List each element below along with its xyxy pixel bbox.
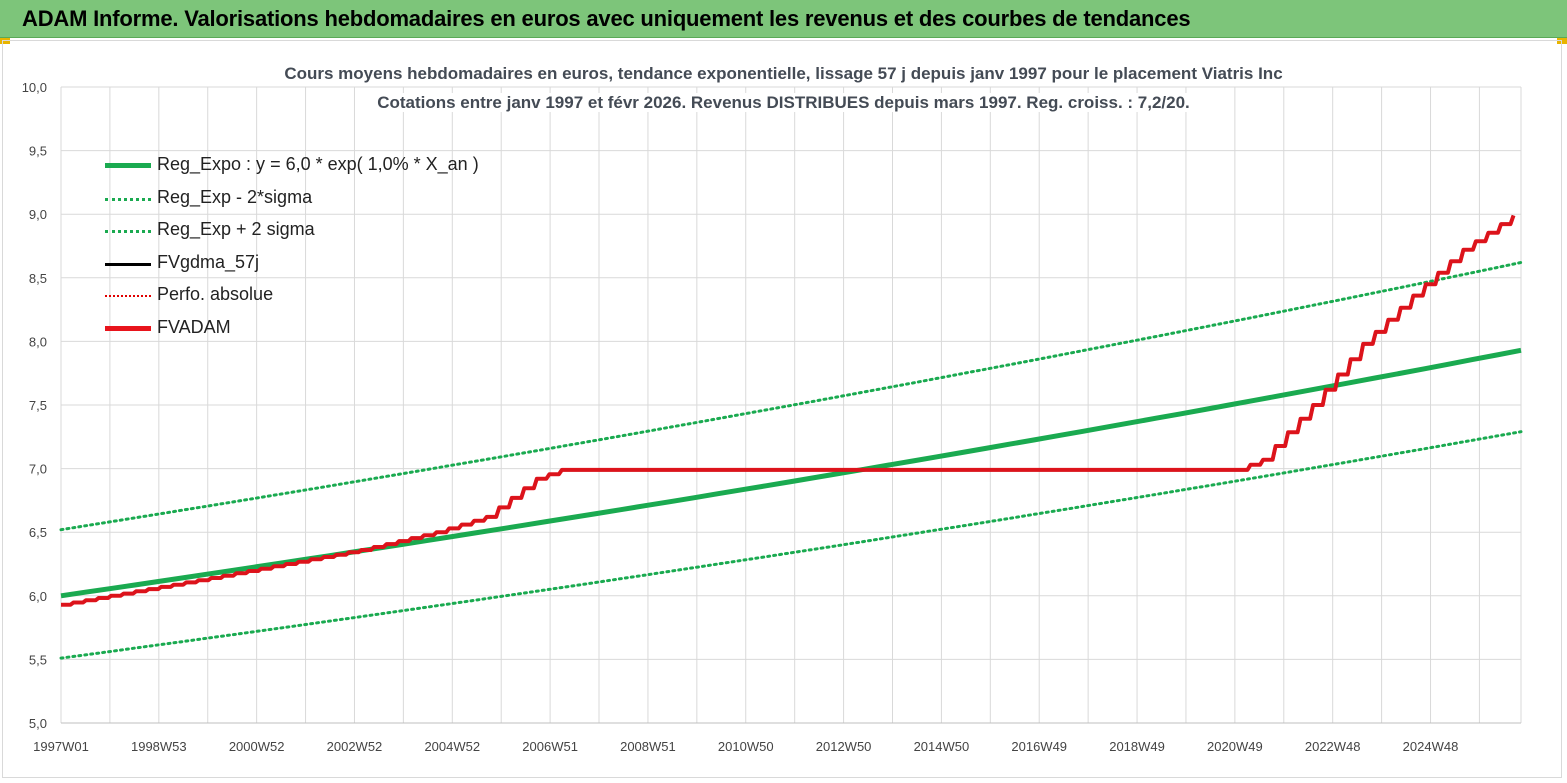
chart-subtitle: Cotations entre janv 1997 et févr 2026. … [0, 93, 1567, 113]
legend-swatch-fvadam [105, 325, 151, 331]
legend-label: Reg_Exp + 2 sigma [157, 219, 315, 239]
corner-mark-right [1557, 38, 1567, 44]
reg-minus-2sigma-line [59, 430, 1523, 660]
x-tick-label: 2020W49 [1207, 739, 1263, 754]
fvadam-line [61, 214, 1516, 607]
legend-label: Perfo. absolue [157, 284, 274, 304]
legend-swatch-reg-plus [105, 230, 151, 233]
x-tick-label: 2022W48 [1305, 739, 1361, 754]
reg-plus-2sigma-line [59, 261, 1523, 532]
y-tick-label: 9,0 [29, 207, 47, 222]
y-tick-label: 5,5 [29, 652, 47, 667]
x-tick-label: 2004W52 [424, 739, 480, 754]
corner-mark-left [0, 38, 10, 44]
x-tick-label: 2010W50 [718, 739, 774, 754]
y-tick-label: 6,0 [29, 589, 47, 604]
chart-title: Cours moyens hebdomadaires en euros, ten… [0, 64, 1567, 84]
series-lines [59, 214, 1523, 660]
y-tick-label: 10,0 [22, 80, 47, 95]
reg-expo-line [60, 347, 1522, 599]
x-tick-label: 2000W52 [229, 739, 285, 754]
y-tick-label: 5,0 [29, 716, 47, 731]
y-tick-label: 7,5 [29, 398, 47, 413]
x-tick-label: 2006W51 [522, 739, 578, 754]
x-tick-label: 2018W49 [1109, 739, 1165, 754]
x-tick-label: 2008W51 [620, 739, 676, 754]
legend-swatch-reg-expo [105, 163, 151, 168]
x-tick-label: 2024W48 [1403, 739, 1459, 754]
legend-label: FVgdma_57j [157, 251, 260, 272]
y-tick-label: 7,0 [29, 462, 47, 477]
legend-swatch-perfo [105, 295, 151, 297]
y-axis-ticks: 5,0 5,5 6,0 6,5 7,0 7,5 8,0 8,5 9,0 9,5 10,0 [22, 80, 47, 731]
x-tick-label: 2014W50 [914, 739, 970, 754]
legend-label: FVADAM [157, 316, 231, 337]
x-axis-ticks: 1997W01 1998W53 2000W52 2002W52 2004W52 2006W… [33, 739, 1458, 754]
x-tick-label: 2002W52 [327, 739, 383, 754]
legend-swatch-reg-minus [105, 197, 151, 201]
x-tick-label: 1998W53 [131, 739, 187, 754]
y-tick-label: 9,5 [29, 144, 47, 159]
legend-swatch-fvgdma [105, 262, 151, 266]
y-tick-label: 8,5 [29, 271, 47, 286]
x-tick-label: 2012W50 [816, 739, 872, 754]
legend-label: Reg_Exp - 2*sigma [157, 186, 313, 207]
fvgdma-57j-line [61, 214, 1516, 607]
x-tick-label: 2016W49 [1011, 739, 1067, 754]
y-tick-label: 8,0 [29, 334, 47, 349]
chart-frame [2, 40, 1562, 778]
legend-label: Reg_Expo : y = 6,0 * exp( 1,0% * X_an ) [157, 154, 479, 174]
report-title: ADAM Informe. Valorisations hebdomadaire… [22, 6, 1191, 31]
report-banner: ADAM Informe. Valorisations hebdomadaire… [0, 0, 1567, 38]
y-tick-label: 6,5 [29, 525, 47, 540]
x-tick-label: 1997W01 [33, 739, 89, 754]
